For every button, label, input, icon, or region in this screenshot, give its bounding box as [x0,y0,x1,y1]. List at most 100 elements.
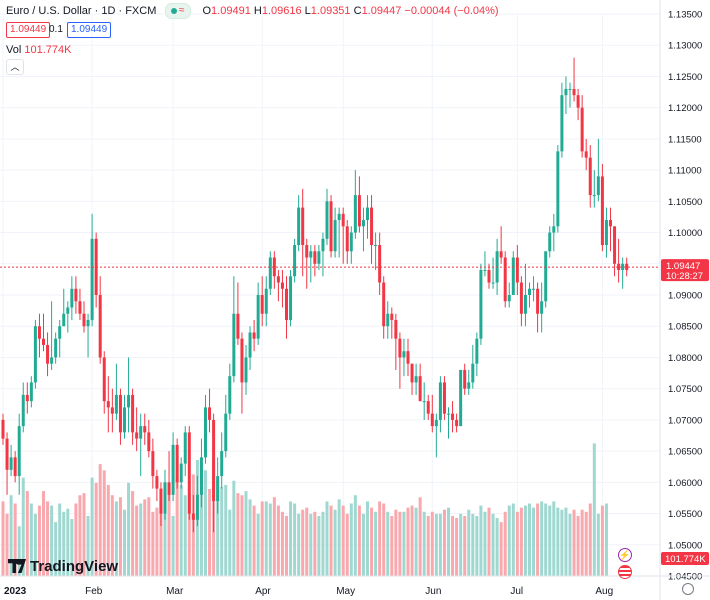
candle-body [592,195,596,197]
candle-body [86,319,90,327]
volume-bar [560,509,564,576]
volume-bar [536,503,540,576]
time-tick-label: Jun [425,586,441,597]
volume-bar [515,511,519,576]
flag-us-icon[interactable] [618,565,632,579]
volume-bar [127,482,131,576]
candle-body [74,288,78,302]
volume-bar [309,513,313,576]
candle-body [248,332,252,358]
legend-header: Euro / U.S. Dollar · 1D · FXCM O1.09491 … [6,5,499,17]
volume-bar [151,511,155,576]
candle-body [1,419,5,439]
price-tick-label: 1.13500 [668,10,702,21]
market-status-badge[interactable]: ≈ [165,3,191,19]
candle-body [21,394,25,427]
volume-bar [592,443,596,576]
candle-body [232,313,236,377]
candle-body [410,363,414,383]
volume-tag: 101.774K [665,554,706,565]
tradingview-logo[interactable]: TradingView [8,558,118,575]
candle-body [503,257,507,302]
volume-bar [123,509,126,576]
candle-body [491,282,495,284]
candle-body [394,319,398,339]
high-value: 1.09616 [261,5,302,17]
volume-bar [175,477,179,576]
volume-bar [507,505,511,576]
candle-body [588,157,592,196]
volume-bar [46,501,50,576]
volume-bar [596,513,600,576]
volume-bar [5,513,9,576]
volume-bar [499,522,503,576]
volume-bar [463,515,467,576]
candle-body [29,382,33,402]
volume-bar [147,497,151,576]
volume-bar [370,507,374,576]
volume-bar [272,497,276,576]
symbol-title[interactable]: Euro / U.S. Dollar · 1D · FXCM [6,5,157,17]
candle-body [544,251,548,302]
volume-bar [410,505,414,576]
candle-body [151,451,155,477]
candle-body [361,220,365,227]
volume-bar [394,509,398,576]
candle-body [216,476,220,502]
volume-bar [167,493,171,576]
volume-bar [414,507,418,576]
candle-body [609,220,612,227]
volume-bar [54,522,58,576]
buy-button[interactable]: 1.09449 [67,22,112,38]
volume-bar [548,505,552,576]
volume-bar [232,480,236,576]
candle-body [519,282,523,314]
volume-bar [329,505,333,576]
volume-bar [325,501,329,576]
volume-bar [434,513,438,576]
candle-body [256,295,260,339]
price-tick-label: 1.05000 [668,540,702,551]
volume-bar [479,505,483,576]
volume-bar [114,501,118,576]
sell-button[interactable]: 1.09449 [6,22,51,38]
volume-bar [66,508,70,576]
volume-bar [540,501,544,576]
lightning-icon[interactable]: ⚡ [618,548,632,562]
candle-body [499,251,503,258]
volume-bar [199,467,203,576]
candles [1,57,629,533]
volume-bar [532,507,536,576]
volume-bar [321,511,325,576]
volume-bar [568,513,572,576]
candle-body [102,357,106,402]
volume-bar [204,470,207,576]
candle-body [167,482,171,495]
volume-bar [244,491,248,576]
candle-body [199,457,203,495]
candle-body [66,307,70,314]
volume-bar [171,515,175,576]
candle-body [143,426,147,433]
candle-body [54,338,58,358]
volume-bar [544,503,548,576]
brand-text: TradingView [30,558,119,575]
volume-bar [70,519,74,576]
volume-bar [442,509,446,576]
candle-body [564,88,568,96]
candle-body [357,195,361,227]
gear-icon[interactable] [682,583,694,595]
chevron-up-icon[interactable]: ︿ [6,59,24,75]
price-axis[interactable]: 1.13500 1.13000 1.12500 1.12000 1.11500 1.110… [668,10,702,583]
volume-bar [139,503,143,576]
price-tick-label: 1.08000 [668,353,702,364]
candle-body [560,95,564,152]
volume-bar [402,511,406,576]
time-tick-label: Mar [166,586,184,597]
volume-bar [382,503,386,576]
volume-bar [82,493,86,576]
candle-body [576,95,580,108]
volume-bar [503,511,507,576]
